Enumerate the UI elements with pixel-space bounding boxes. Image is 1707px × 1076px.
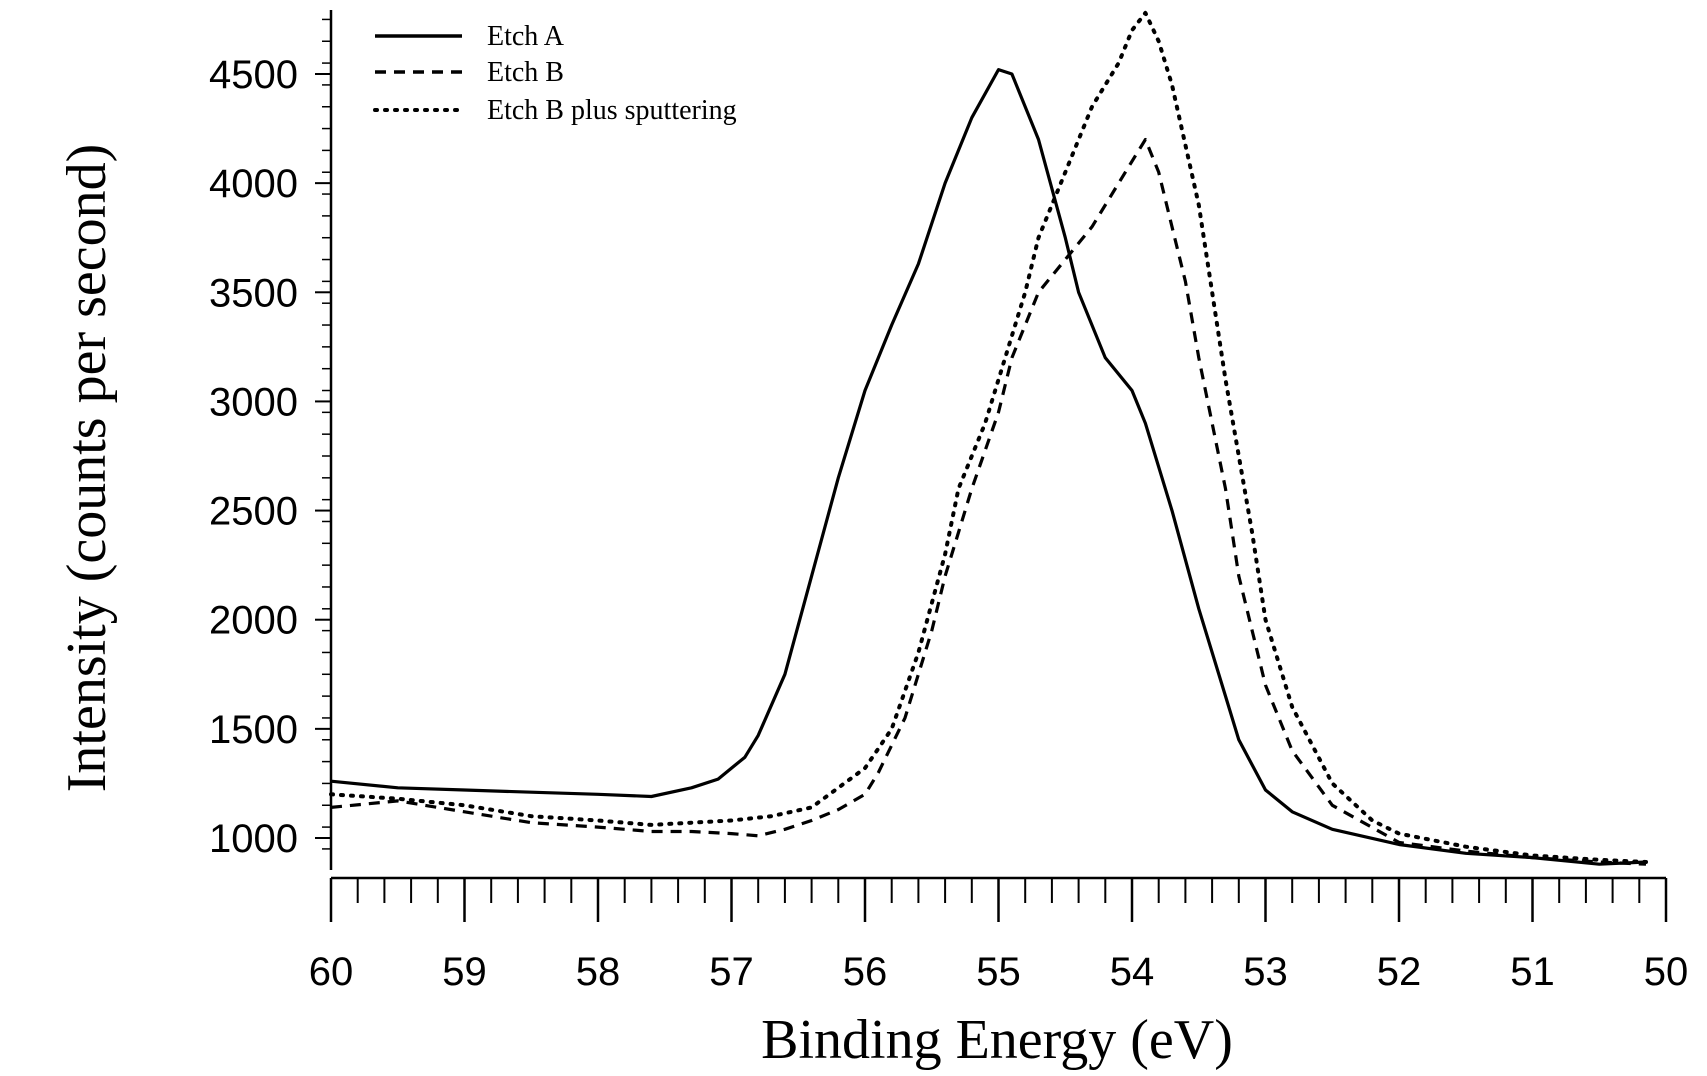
- legend: Etch A Etch B Etch B plus sputtering: [373, 21, 737, 126]
- y-tick-label: 2000: [209, 599, 298, 643]
- series-line-etch-a: [330, 68, 1647, 866]
- x-tick-label: 52: [1377, 950, 1422, 994]
- x-tick-label: 54: [1110, 950, 1155, 994]
- y-tick-label: 3500: [209, 271, 298, 315]
- y-tick-label: 1500: [209, 708, 298, 752]
- y-tick-label: 4500: [209, 53, 298, 97]
- x-tick-label: 51: [1510, 950, 1555, 994]
- x-axis-title: Binding Energy (eV): [761, 1009, 1233, 1071]
- y-tick-label: 1000: [209, 817, 298, 861]
- x-tick-label: 59: [442, 950, 487, 994]
- legend-label: Etch B plus sputtering: [487, 95, 737, 126]
- legend-label: Etch A: [487, 21, 565, 52]
- axes: 1000 1500 2000 2500 3000 3500 4000 4500 60 59 58 57…: [209, 10, 1688, 994]
- series-line-etch-b-plus-sputtering: [329, 10, 1648, 864]
- series-line-etch-b: [330, 137, 1647, 866]
- y-axis-title: Intensity (counts per second): [56, 144, 118, 792]
- legend-label: Etch B: [487, 57, 564, 88]
- x-tick-label: 53: [1243, 950, 1288, 994]
- plot-area: [329, 10, 1648, 866]
- x-tick-label: 58: [576, 950, 621, 994]
- y-tick-label: 3000: [209, 380, 298, 424]
- x-tick-label: 55: [976, 950, 1021, 994]
- x-tick-label: 50: [1644, 950, 1689, 994]
- y-tick-label: 4000: [209, 162, 298, 206]
- x-tick-label: 57: [709, 950, 754, 994]
- x-tick-label: 60: [309, 950, 354, 994]
- y-tick-label: 2500: [209, 490, 298, 534]
- x-tick-label: 56: [843, 950, 888, 994]
